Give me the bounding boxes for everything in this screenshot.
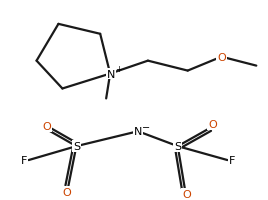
Text: O: O (62, 187, 71, 197)
Text: N: N (134, 127, 142, 137)
Text: O: O (42, 122, 51, 132)
Text: O: O (208, 120, 217, 130)
Text: F: F (229, 155, 236, 165)
Text: F: F (20, 155, 27, 165)
Text: −: − (142, 123, 150, 133)
Text: N: N (107, 69, 115, 79)
Text: +: + (116, 65, 122, 74)
Text: S: S (73, 141, 80, 151)
Text: S: S (174, 141, 181, 151)
Text: O: O (182, 189, 191, 199)
Text: O: O (217, 52, 226, 62)
